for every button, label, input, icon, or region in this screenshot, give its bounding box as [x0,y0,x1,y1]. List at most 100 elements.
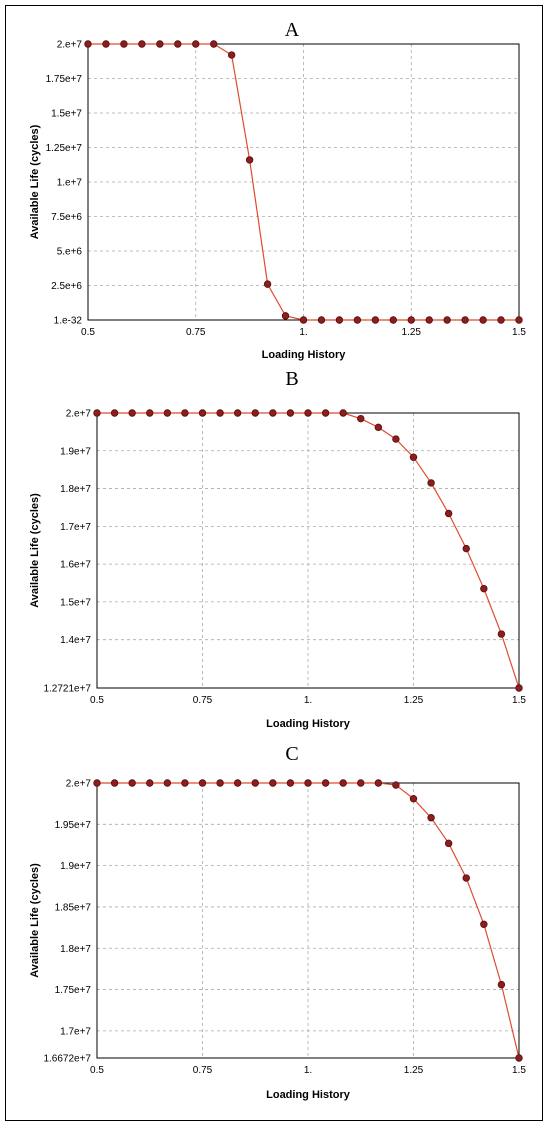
chart-a-data-point [84,40,92,48]
chart-a-x-tick-label: 1. [299,327,307,338]
chart-a-data-point [227,51,236,59]
chart-a-y-tick-label: 5.e+6 [57,247,83,258]
chart-a-y-tick-label: 2.5e+6 [51,281,82,292]
chart-b-x-tick-label: 1. [304,695,312,706]
chart-c-x-tick-label: 0.75 [193,1065,213,1076]
chart-b-x-tick-label: 0.5 [90,695,104,706]
chart-a-x-tick-label: 0.75 [186,327,206,338]
chart-b-data-point [304,409,312,417]
chart-a-data-point [120,40,128,48]
chart-c-data-point [339,779,347,787]
chart-a-data-point [245,156,254,164]
chart-c-data-point [146,779,154,787]
chart-c-data-point [110,779,119,787]
chart-a-y-tick-label: 1.75e+7 [46,74,83,85]
chart-c-data-point [286,779,295,787]
chart-c-data-point [515,1054,523,1062]
chart-b-data-point [480,584,488,593]
chart-c-data-point [163,779,172,787]
chart-c-data-point [251,779,259,787]
chart-c-data-point [409,795,418,803]
chart-c-y-axis-label: Available Life (cycles) [29,863,41,978]
chart-c-data-point [304,779,312,787]
chart-a-y-tick-label: 1.e+7 [57,178,83,189]
chart-c-data-point [216,779,224,787]
chart-a-y-tick-label: 1.e-32 [54,316,83,327]
chart-a: A 0.5 0.75 1. 1.25 1.5 1.e-32 2.5e+6 5.e+6 7.5e+6… [29,19,526,361]
chart-a-data-point [263,280,272,288]
chart-b-y-tick-label: 1.4e+7 [60,635,91,646]
chart-c-y-tick-label: 1.95e+7 [55,820,92,831]
chart-b-data-point [392,435,400,443]
chart-c-y-tick-label: 1.85e+7 [55,902,92,913]
chart-c-x-tick-label: 1.25 [404,1065,424,1076]
chart-c-x-tick-label: 0.5 [90,1065,104,1076]
chart-b-data-point [444,509,453,518]
chart-b-data-point [321,409,330,417]
chart-b-data-point [409,453,418,461]
chart-b-data-point [198,409,207,417]
chart-b-y-axis-label: Available Life (cycles) [29,493,41,608]
chart-b-y-tick-label: 1.2721e+7 [43,684,91,695]
chart-c-x-axis-label: Loading History [266,1089,351,1101]
chart-b-data-point [357,414,365,423]
chart-b-data-point [181,409,189,417]
chart-a-data-point [138,40,146,48]
chart-a-data-point [497,316,505,324]
chart-a-data-point [156,40,164,48]
chart-b-data-point [163,409,172,417]
chart-b-data-point [110,409,119,417]
chart-c-x-tick-label: 1.5 [512,1065,526,1076]
chart-a-data-point [299,316,308,324]
chart-b-y-tick-label: 1.9e+7 [60,446,91,457]
chart-a-data-point [174,40,182,48]
chart-a-data-point [210,40,218,48]
chart-b-data-point [497,630,506,638]
chart-c-y-tick-label: 1.7e+7 [60,1026,91,1037]
chart-b: B 0.5 0.75 1. 1.25 1.5 1.2721e+7 1.4e+7 1.5e+7 1.… [29,368,526,730]
chart-c-y-tick-label: 1.8e+7 [60,944,91,955]
chart-c-x-tick-label: 1. [304,1065,312,1076]
chart-b-title: B [285,368,298,390]
chart-b-data-point [233,409,242,417]
chart-c-title: C [285,743,298,765]
chart-b-data-point [128,409,136,417]
chart-b-x-tick-label: 1.5 [512,695,526,706]
chart-b-data-point [462,544,470,553]
chart-a-data-point [479,316,487,324]
chart-b-data-point [339,409,347,417]
chart-c-data-point [128,779,136,787]
chart-a-data-point [192,40,200,48]
figure-frame [5,5,543,1121]
chart-c-data-point [321,779,330,787]
chart-b-y-tick-label: 2.e+7 [66,409,92,420]
chart-b-y-tick-label: 1.7e+7 [60,522,91,533]
chart-c-y-tick-label: 2.e+7 [66,779,92,790]
chart-b-data-point [515,684,523,692]
chart-b-data-point [269,409,277,417]
chart-b-plot-area [96,412,520,689]
chart-c-data-point [181,779,189,787]
chart-c-data-point [269,779,277,787]
chart-c-data-point [357,779,365,787]
chart-c-data-point [444,839,453,848]
chart-b-data-point [216,409,224,417]
chart-a-x-tick-label: 1.5 [512,327,526,338]
chart-c-y-tick-label: 1.75e+7 [55,985,92,996]
chart-b-y-tick-label: 1.6e+7 [60,560,91,571]
chart-b-x-tick-label: 0.75 [193,695,213,706]
chart-b-series-line [97,412,520,689]
chart-a-data-point [443,316,451,324]
chart-a-data-point [102,40,110,48]
chart-c-data-point [462,874,470,882]
chart-b-x-tick-label: 1.25 [404,695,424,706]
chart-b-data-point [286,409,295,417]
chart-a-y-tick-label: 2.e+7 [57,40,83,51]
chart-c-data-point [497,980,506,989]
chart-b-y-tick-label: 1.8e+7 [60,484,91,495]
chart-a-data-point [371,316,380,324]
chart-a-data-point [317,316,326,324]
chart-a-title: A [285,19,300,41]
chart-a-data-point [515,316,523,324]
